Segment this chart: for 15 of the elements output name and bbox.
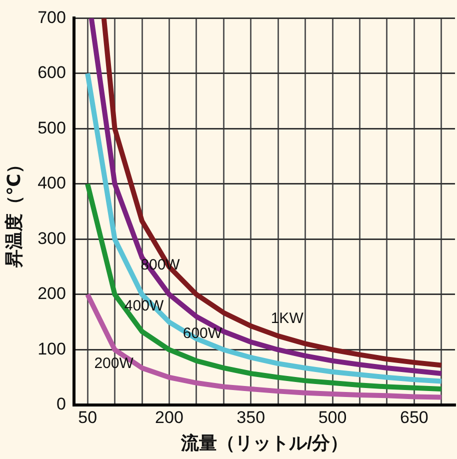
y-tick-label: 400 xyxy=(38,174,66,193)
x-axis-title: 流量（リットル/分） xyxy=(180,433,348,454)
y-tick-label: 100 xyxy=(38,339,66,358)
y-tick-label: 700 xyxy=(38,8,66,27)
y-axis-title: 昇温度（℃） xyxy=(4,156,24,268)
x-tick-label: 50 xyxy=(78,408,98,427)
y-tick-label: 600 xyxy=(38,63,66,82)
y-tick-label: 0 xyxy=(56,394,66,414)
x-tick-label: 500 xyxy=(318,408,347,427)
x-tick-label: 650 xyxy=(400,408,428,427)
y-tick-label: 200 xyxy=(38,284,66,304)
y-tick-label: 500 xyxy=(38,118,66,138)
x-tick-label: 350 xyxy=(236,408,266,427)
x-tick-label: 200 xyxy=(155,408,184,427)
y-tick-label: 300 xyxy=(38,228,66,248)
